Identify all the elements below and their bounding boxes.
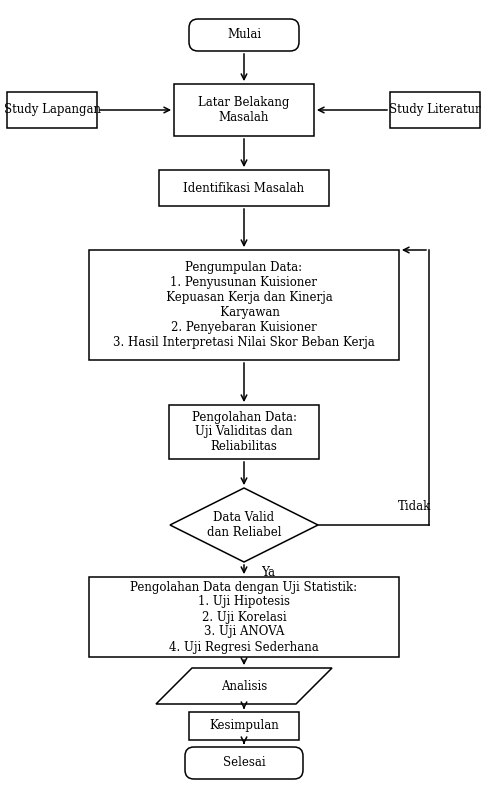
Bar (174, 84, 313, 136)
Text: Mulai: Mulai (226, 28, 261, 42)
FancyBboxPatch shape (189, 19, 298, 51)
Bar (89, 577, 398, 657)
Text: Kesimpulan: Kesimpulan (209, 719, 278, 733)
Bar (389, 92, 479, 128)
Bar (7, 92, 97, 128)
Text: Study Literatur: Study Literatur (388, 104, 480, 116)
Text: Analisis: Analisis (221, 680, 266, 692)
Text: Pengolahan Data:
Uji Validitas dan
Reliabilitas: Pengolahan Data: Uji Validitas dan Relia… (191, 410, 296, 454)
Text: Study Lapangan: Study Lapangan (3, 104, 101, 116)
Text: Identifikasi Masalah: Identifikasi Masalah (183, 182, 304, 194)
Text: Pengumpulan Data:
1. Penyusunan Kuisioner
   Kepuasan Kerja dan Kinerja
   Karya: Pengumpulan Data: 1. Penyusunan Kuisione… (113, 261, 374, 349)
Polygon shape (156, 668, 331, 704)
Bar (89, 250, 398, 360)
Text: Latar Belakang
Masalah: Latar Belakang Masalah (198, 96, 289, 124)
Polygon shape (170, 488, 317, 562)
Bar (159, 170, 328, 206)
FancyBboxPatch shape (184, 747, 303, 779)
Text: Pengolahan Data dengan Uji Statistik:
1. Uji Hipotesis
2. Uji Korelasi
3. Uji AN: Pengolahan Data dengan Uji Statistik: 1.… (130, 581, 357, 653)
Text: Data Valid
dan Reliabel: Data Valid dan Reliabel (206, 511, 281, 539)
Text: Tidak: Tidak (398, 501, 431, 513)
Bar (189, 712, 298, 740)
Text: Selesai: Selesai (222, 756, 265, 769)
Bar (169, 405, 318, 459)
Text: Ya: Ya (261, 567, 274, 579)
